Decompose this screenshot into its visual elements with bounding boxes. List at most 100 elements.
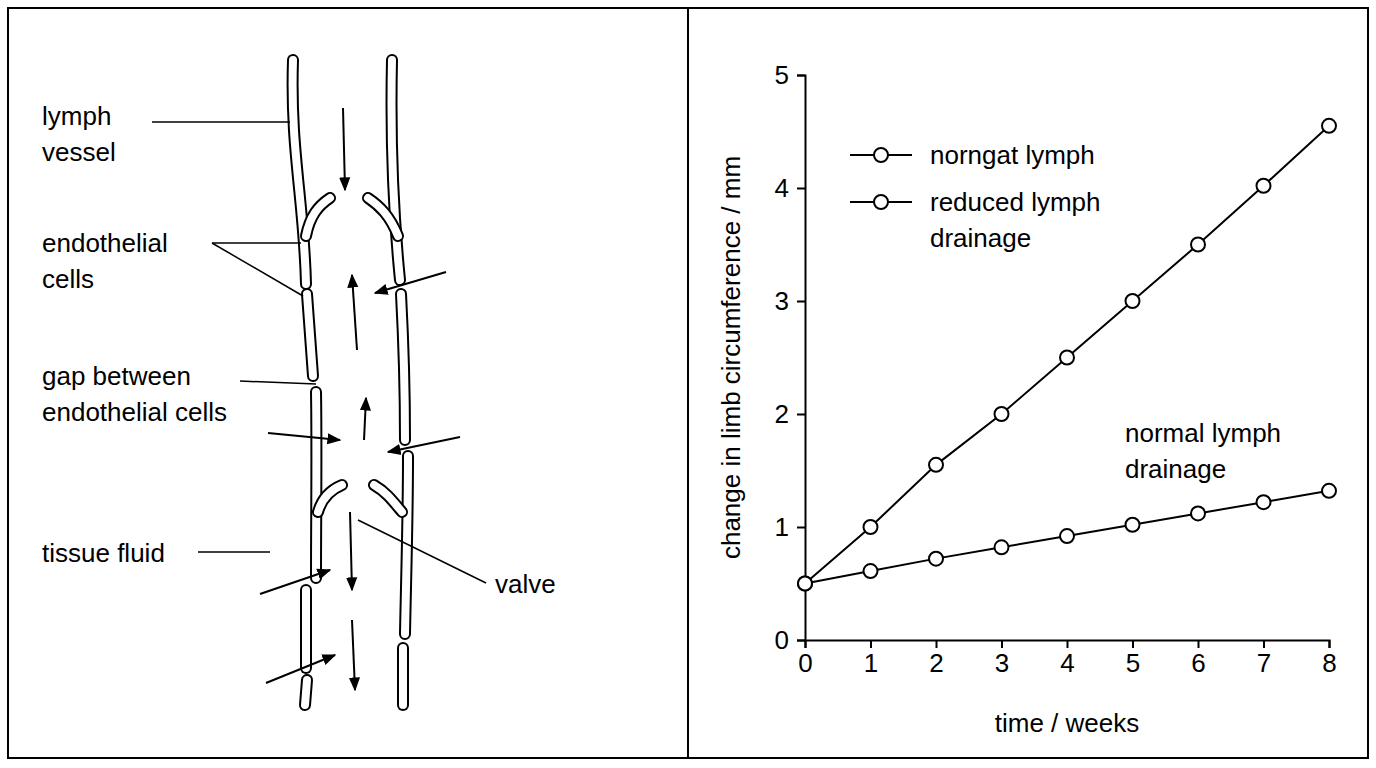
- text-line: tissue fluid: [42, 538, 165, 568]
- text-line: cells: [42, 264, 94, 294]
- legend-label: reduced lymph drainage: [930, 187, 1101, 253]
- data-point: [995, 407, 1009, 421]
- endothelial-cell-fill: [399, 648, 407, 705]
- leader-line: [152, 121, 290, 123]
- tick: 0: [798, 640, 812, 678]
- data-point: [798, 577, 812, 591]
- data-point: [864, 564, 878, 578]
- text-line: normal lymph: [1125, 418, 1281, 448]
- text-line: valve: [495, 569, 556, 599]
- tick-label: 4: [1060, 648, 1074, 678]
- tick-mark: [797, 640, 805, 642]
- tick: 4: [775, 173, 805, 203]
- arrow: [350, 512, 352, 590]
- leader-line: [240, 381, 316, 384]
- endothelial-cell-outline: [305, 680, 307, 705]
- tick-mark: [797, 301, 805, 303]
- text-line: norngat lymph: [930, 140, 1095, 170]
- series-line: [805, 491, 1329, 584]
- data-point: [929, 552, 943, 566]
- arrow: [352, 620, 355, 690]
- legend-swatch-marker: [874, 148, 888, 162]
- tick-mark: [1001, 640, 1003, 648]
- arrow: [388, 437, 460, 452]
- tick-mark: [1329, 640, 1331, 648]
- data-point: [929, 458, 943, 472]
- data-point: [864, 520, 878, 534]
- tick-mark: [797, 414, 805, 416]
- tick: 1: [775, 512, 805, 542]
- tick-mark: [797, 188, 805, 190]
- text-line: gap between: [42, 361, 191, 391]
- data-point: [1060, 529, 1074, 543]
- text-line: vessel: [42, 137, 116, 167]
- leader-line: [358, 520, 486, 583]
- tick-label: 6: [1191, 648, 1205, 678]
- tick-mark: [1198, 640, 1200, 648]
- endothelial-cell-outline: [397, 648, 409, 705]
- x-axis: 012345678: [798, 640, 1336, 678]
- data-point: [995, 540, 1009, 554]
- axis-line: [806, 641, 1330, 649]
- tick: 3: [775, 286, 805, 316]
- data-point: [1126, 294, 1140, 308]
- diagram-label: gap between endothelial cells: [42, 361, 227, 427]
- arrow: [375, 272, 446, 293]
- endothelial-cell-outline: [392, 60, 400, 280]
- tick-mark: [797, 75, 805, 77]
- endothelial-cell-fill: [302, 590, 310, 668]
- tick-label: 3: [775, 286, 789, 316]
- tick-label: 0: [775, 625, 789, 655]
- data-point: [1322, 119, 1336, 133]
- diagram-label: endothelial cells: [42, 228, 168, 294]
- tick-label: 5: [775, 60, 789, 90]
- divider: [687, 8, 689, 758]
- tick-mark: [936, 640, 938, 648]
- text-line: endothelial cells: [42, 397, 227, 427]
- text-line: drainage: [930, 223, 1031, 253]
- endothelial-cell-outline: [368, 198, 398, 236]
- tick-mark: [797, 527, 805, 529]
- tick-label: 0: [798, 648, 812, 678]
- tick-label: 1: [775, 512, 789, 542]
- text-line: endothelial: [42, 228, 168, 258]
- tick-label: 1: [864, 648, 878, 678]
- arrow: [352, 275, 357, 350]
- tick: 7: [1257, 640, 1271, 678]
- endothelial-cell-outline: [318, 485, 342, 512]
- legend-swatch-marker: [874, 195, 888, 209]
- tick-label: 4: [775, 173, 789, 203]
- tick-label: 5: [1126, 648, 1140, 678]
- arrow: [260, 570, 330, 594]
- text-line: lymph: [42, 101, 111, 131]
- series-line: [805, 126, 1329, 584]
- endothelial-cell-fill: [368, 198, 398, 236]
- endothelial-cell-fill: [307, 294, 313, 376]
- axis-line: [797, 76, 806, 641]
- frame: [8, 8, 1368, 758]
- endothelial-cell-outline: [401, 294, 405, 440]
- plot-area: [798, 119, 1336, 591]
- tick: 3: [995, 640, 1009, 678]
- tick: 0: [775, 625, 805, 655]
- figure: lymph vessel endothelial cells gap between en…: [0, 0, 1376, 768]
- tick-mark: [870, 640, 872, 648]
- tick-label: 3: [995, 648, 1009, 678]
- x-axis-title: time / weeks: [995, 708, 1140, 738]
- endothelial-cell-fill: [293, 60, 306, 284]
- data-point: [1191, 238, 1205, 252]
- tick: 2: [775, 399, 805, 429]
- data-point: [1257, 495, 1271, 509]
- diagram: lymph vessel endothelial cells gap between en…: [42, 60, 556, 705]
- tick: 5: [1126, 640, 1140, 678]
- leader-line: [212, 242, 301, 244]
- endothelial-cell-fill: [318, 485, 342, 512]
- arrow: [343, 108, 345, 190]
- tick-label: 7: [1257, 648, 1271, 678]
- arrow: [266, 655, 335, 683]
- text-line: reduced lymph: [930, 187, 1101, 217]
- endothelial-cell-fill: [312, 392, 320, 578]
- legend-label: norngat lymph: [930, 140, 1095, 170]
- data-point: [798, 577, 812, 591]
- tick-label: 2: [775, 399, 789, 429]
